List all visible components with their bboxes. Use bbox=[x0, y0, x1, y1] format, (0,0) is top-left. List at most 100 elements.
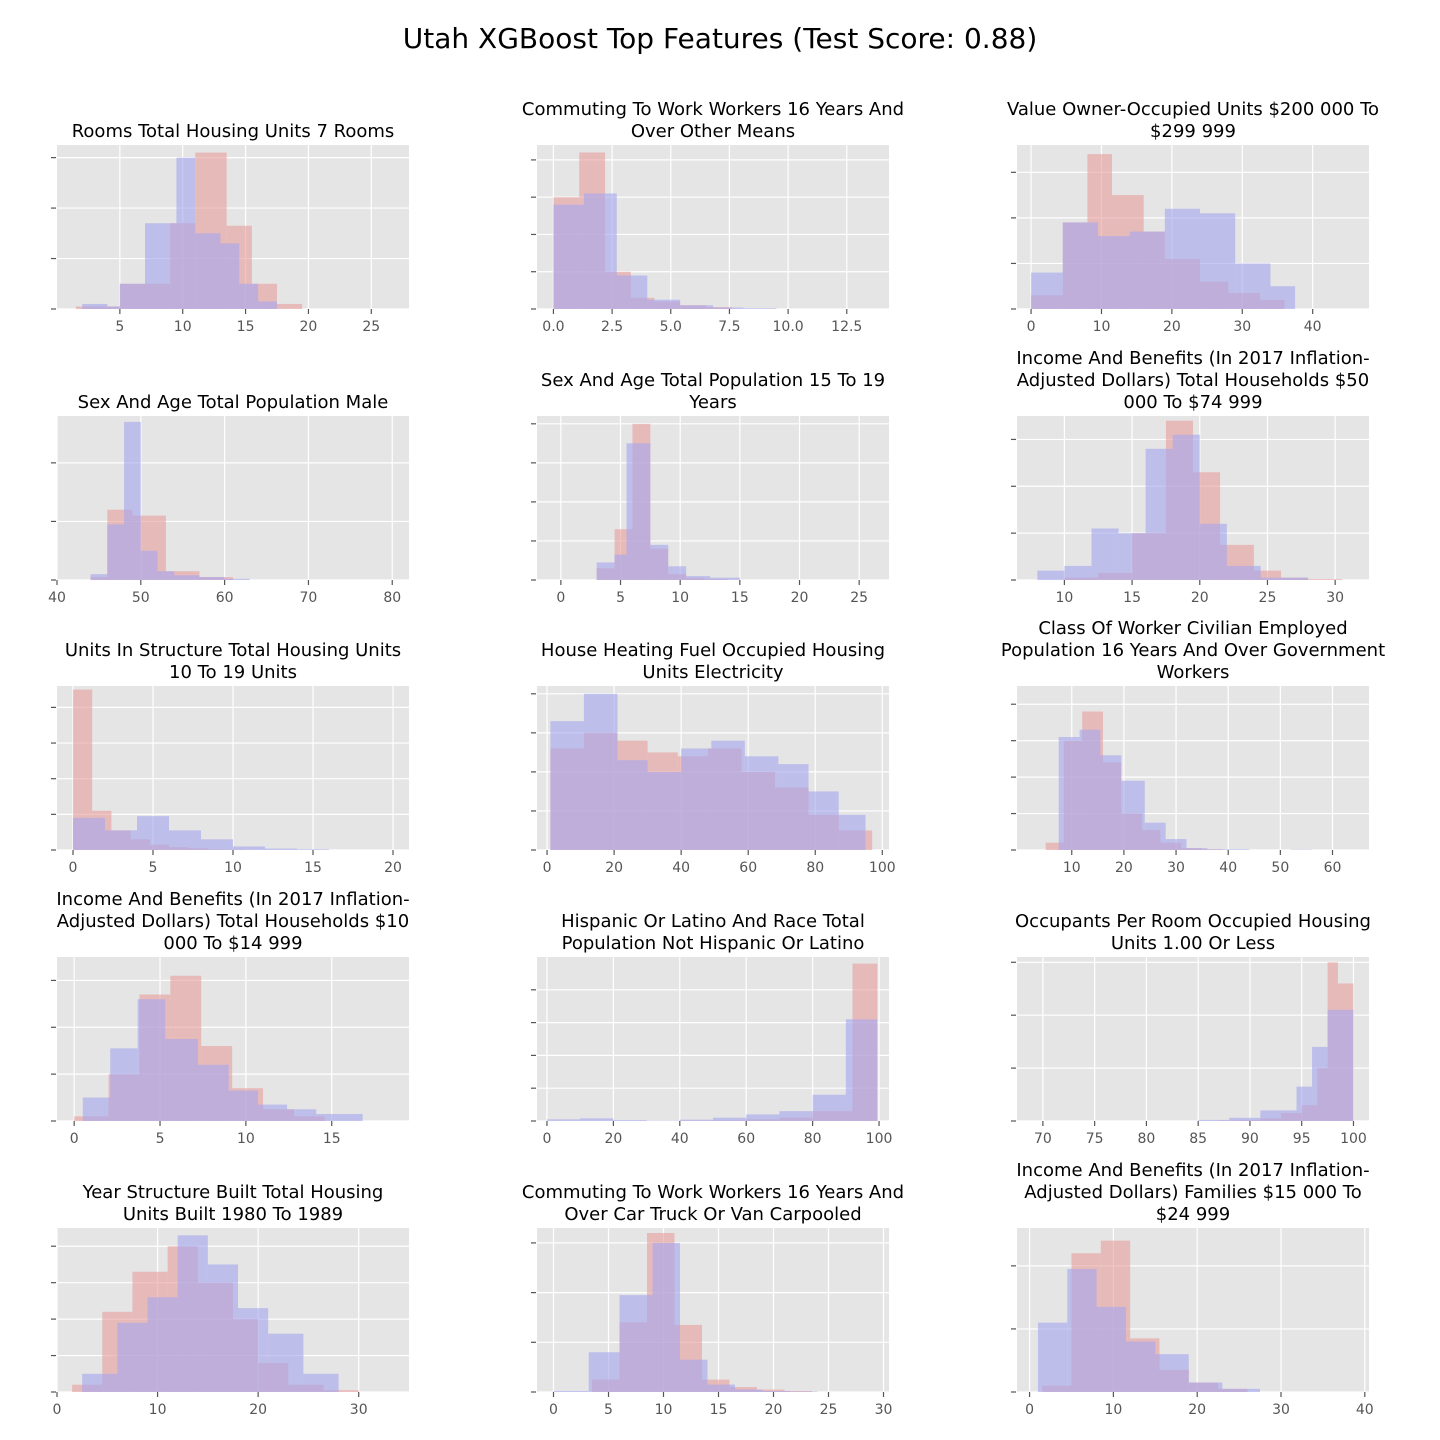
blue-bar bbox=[1296, 1086, 1313, 1121]
x-tick-label: 20 bbox=[1163, 319, 1181, 335]
x-tick-label: 60 bbox=[739, 860, 757, 876]
blue-bar bbox=[616, 275, 648, 309]
panel-title: Hispanic Or Latino And Race Total bbox=[561, 911, 865, 932]
x-tick-label: 15 bbox=[731, 590, 749, 606]
x-tick-label: 0 bbox=[549, 1402, 558, 1418]
blue-bar bbox=[82, 303, 108, 309]
blue-bar bbox=[710, 577, 740, 580]
red-bar bbox=[323, 1390, 359, 1392]
blue-bar bbox=[238, 1308, 269, 1392]
x-tick-label: 60 bbox=[1324, 860, 1342, 876]
blue-bar bbox=[1129, 231, 1165, 309]
blue-bar bbox=[1200, 213, 1236, 309]
x-tick-label: 15 bbox=[1123, 590, 1141, 606]
x-tick-label: 10 bbox=[1055, 590, 1073, 606]
blue-bar bbox=[1155, 1354, 1189, 1392]
x-tick-label: 10 bbox=[174, 319, 192, 335]
x-tick-label: 25 bbox=[850, 590, 868, 606]
blue-bar bbox=[201, 839, 233, 850]
x-tick-label: 30 bbox=[1326, 590, 1344, 606]
x-tick-label: 20 bbox=[1188, 1402, 1206, 1418]
panel-title: 10 To 19 Units bbox=[169, 662, 297, 683]
x-tick-label: 0 bbox=[1025, 1402, 1034, 1418]
blue-bar bbox=[169, 830, 201, 850]
x-tick-label: 90 bbox=[1241, 1131, 1259, 1147]
x-tick-label: 80 bbox=[383, 590, 401, 606]
blue-bar bbox=[1226, 565, 1261, 580]
x-tick-label: 25 bbox=[1259, 590, 1277, 606]
blue-bar bbox=[686, 576, 711, 580]
blue-bar bbox=[82, 1097, 111, 1121]
panel-title: 000 To $14 999 bbox=[163, 933, 302, 954]
red-bar bbox=[277, 303, 303, 309]
blue-bar bbox=[257, 1104, 288, 1121]
blue-bar bbox=[207, 1264, 239, 1392]
x-tick-label: 80 bbox=[804, 1131, 822, 1147]
x-tick-label: 40 bbox=[672, 860, 690, 876]
x-tick-label: 50 bbox=[132, 590, 150, 606]
blue-bar bbox=[553, 1391, 589, 1392]
histogram-panel: 0 10 20 30 40 Income And Benefits (In 2017 In… bbox=[1011, 1160, 1374, 1418]
x-tick-label: 20 bbox=[1191, 590, 1209, 606]
panel-title: Class Of Worker Civilian Employed bbox=[1038, 618, 1347, 639]
blue-bar bbox=[316, 1113, 363, 1121]
blue-bar bbox=[617, 760, 648, 850]
x-tick-label: 25 bbox=[362, 319, 380, 335]
x-tick-label: 40 bbox=[48, 590, 66, 606]
x-tick-label: 10 bbox=[655, 1402, 673, 1418]
blue-bar bbox=[258, 301, 277, 309]
blue-bar bbox=[713, 1117, 747, 1121]
panel-title: Units Built 1980 To 1989 bbox=[123, 1204, 343, 1225]
x-tick-label: 10 bbox=[237, 1131, 255, 1147]
blue-bar bbox=[580, 1118, 614, 1121]
panel-title: Over Other Means bbox=[631, 121, 795, 142]
blue-bar bbox=[1260, 577, 1309, 580]
blue-bar bbox=[1096, 1306, 1126, 1392]
histogram-panel: 0 10 20 30 40 Value Owner-Occupied Units $200… bbox=[1007, 99, 1379, 335]
blue-bar bbox=[1207, 849, 1229, 850]
blue-bar bbox=[744, 756, 779, 850]
blue-bar bbox=[1198, 1119, 1230, 1121]
x-tick-label: 15 bbox=[237, 319, 255, 335]
blue-bar bbox=[614, 554, 627, 580]
x-tick-label: 60 bbox=[216, 590, 234, 606]
blue-bar bbox=[265, 848, 297, 850]
blue-bar bbox=[110, 1048, 138, 1121]
blue-bar bbox=[140, 550, 158, 580]
blue-bar bbox=[1144, 822, 1166, 850]
x-tick-label: 0 bbox=[70, 1131, 79, 1147]
blue-bar bbox=[735, 1389, 763, 1392]
blue-bar bbox=[224, 578, 250, 580]
x-tick-label: 30 bbox=[1272, 1402, 1290, 1418]
blue-bar bbox=[626, 443, 651, 580]
plot-area bbox=[537, 416, 889, 580]
x-tick-label: 15 bbox=[323, 1131, 341, 1147]
histogram-panel: 0 20 40 60 80 100 Hispanic Or Latino And Race … bbox=[531, 911, 892, 1147]
blue-bar bbox=[1235, 263, 1271, 309]
blue-bar bbox=[287, 1109, 317, 1121]
blue-bar bbox=[1172, 434, 1200, 580]
x-tick-label: 85 bbox=[1189, 1131, 1207, 1147]
blue-bar bbox=[147, 1297, 178, 1392]
x-tick-label: 0 bbox=[543, 860, 552, 876]
histogram-panel: 40 50 60 70 80 Sex And Age Total Population M… bbox=[48, 392, 409, 606]
x-tick-label: 100 bbox=[866, 1131, 893, 1147]
x-tick-label: 20 bbox=[249, 1402, 267, 1418]
blue-bar bbox=[1125, 1341, 1156, 1392]
x-tick-label: 30 bbox=[875, 1402, 893, 1418]
blue-bar bbox=[1064, 565, 1092, 580]
panel-title: Workers bbox=[1157, 662, 1230, 683]
x-tick-label: 30 bbox=[350, 1402, 368, 1418]
x-tick-label: 40 bbox=[1304, 319, 1322, 335]
x-tick-label: 80 bbox=[806, 860, 824, 876]
blue-bar bbox=[681, 748, 712, 850]
blue-bar bbox=[1270, 286, 1296, 309]
red-bar bbox=[1308, 579, 1342, 580]
blue-bar bbox=[119, 283, 145, 309]
panel-title: Commuting To Work Workers 16 Years And bbox=[522, 99, 904, 120]
x-tick-label: 70 bbox=[300, 590, 318, 606]
histogram-panel: 10 20 30 40 50 60 Class Of Worker Civilian Emp… bbox=[1001, 618, 1385, 876]
histogram-panel: 0 20 40 60 80 100 House Heating Fuel Occupied … bbox=[531, 640, 896, 876]
blue-bar bbox=[303, 1373, 339, 1392]
histogram-panel: 0 5 10 15 Income And Benefits (In 2017 Infla… bbox=[51, 889, 410, 1147]
